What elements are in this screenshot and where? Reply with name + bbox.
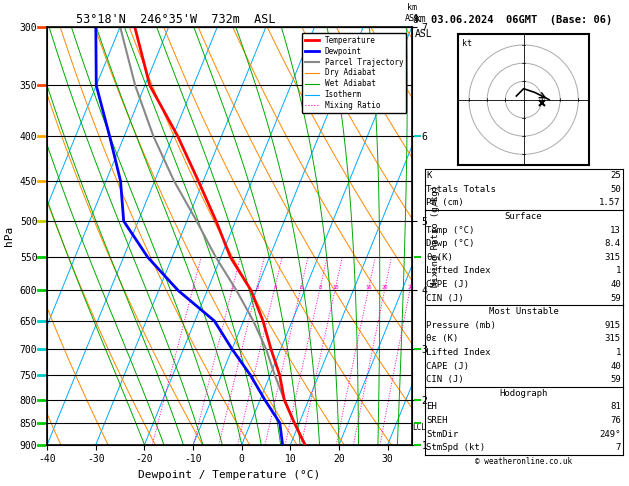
- Text: 10: 10: [332, 285, 339, 290]
- Text: 315: 315: [604, 334, 621, 344]
- Text: 13: 13: [610, 226, 621, 235]
- Text: Totals Totals: Totals Totals: [426, 185, 496, 194]
- Text: 7: 7: [615, 443, 621, 452]
- Text: Mixing Ratio (g/kg): Mixing Ratio (g/kg): [431, 185, 440, 287]
- Text: Temp (°C): Temp (°C): [426, 226, 475, 235]
- Text: Pressure (mb): Pressure (mb): [426, 321, 496, 330]
- Text: CAPE (J): CAPE (J): [426, 280, 469, 289]
- Text: 59: 59: [610, 375, 621, 384]
- Text: 53°18'N  246°35'W  732m  ASL: 53°18'N 246°35'W 732m ASL: [76, 13, 276, 26]
- Text: 28: 28: [407, 285, 414, 290]
- Text: 8: 8: [319, 285, 322, 290]
- Text: 1: 1: [615, 266, 621, 276]
- Y-axis label: hPa: hPa: [4, 226, 14, 246]
- Text: Hodograph: Hodograph: [499, 389, 548, 398]
- Text: 2: 2: [231, 285, 234, 290]
- Text: θε(K): θε(K): [426, 253, 454, 262]
- Text: Dewp (°C): Dewp (°C): [426, 239, 475, 248]
- Text: 1: 1: [192, 285, 195, 290]
- Text: Lifted Index: Lifted Index: [426, 348, 491, 357]
- Text: 40: 40: [610, 280, 621, 289]
- Text: StmSpd (kt): StmSpd (kt): [426, 443, 486, 452]
- Text: SREH: SREH: [426, 416, 448, 425]
- Text: PW (cm): PW (cm): [426, 198, 464, 208]
- Text: 59: 59: [610, 294, 621, 303]
- Text: CIN (J): CIN (J): [426, 375, 464, 384]
- Text: Most Unstable: Most Unstable: [489, 307, 559, 316]
- Legend: Temperature, Dewpoint, Parcel Trajectory, Dry Adiabat, Wet Adiabat, Isotherm, Mi: Temperature, Dewpoint, Parcel Trajectory…: [302, 33, 406, 113]
- Text: © weatheronline.co.uk: © weatheronline.co.uk: [475, 457, 572, 466]
- Text: kt: kt: [462, 39, 472, 48]
- Text: 3: 3: [255, 285, 259, 290]
- Text: CAPE (J): CAPE (J): [426, 362, 469, 371]
- Text: 50: 50: [610, 185, 621, 194]
- Text: LCL: LCL: [413, 423, 426, 432]
- Text: 1: 1: [615, 348, 621, 357]
- Text: km: km: [415, 14, 427, 24]
- Text: CIN (J): CIN (J): [426, 294, 464, 303]
- Text: K: K: [426, 171, 432, 180]
- Text: 76: 76: [610, 416, 621, 425]
- Text: 4: 4: [273, 285, 277, 290]
- Text: 1.57: 1.57: [599, 198, 621, 208]
- Text: 25: 25: [610, 171, 621, 180]
- Text: Lifted Index: Lifted Index: [426, 266, 491, 276]
- Text: 8.4: 8.4: [604, 239, 621, 248]
- Text: θε (K): θε (K): [426, 334, 459, 344]
- Text: 03.06.2024  06GMT  (Base: 06): 03.06.2024 06GMT (Base: 06): [431, 15, 613, 25]
- Text: 81: 81: [610, 402, 621, 412]
- Text: 249°: 249°: [599, 430, 621, 439]
- Text: 16: 16: [365, 285, 372, 290]
- Text: ASL: ASL: [415, 29, 433, 39]
- Text: StmDir: StmDir: [426, 430, 459, 439]
- Text: 40: 40: [610, 362, 621, 371]
- Text: 915: 915: [604, 321, 621, 330]
- X-axis label: Dewpoint / Temperature (°C): Dewpoint / Temperature (°C): [138, 470, 321, 480]
- Text: 8: 8: [412, 16, 418, 25]
- Text: km
ASL: km ASL: [404, 3, 420, 22]
- Text: 20: 20: [382, 285, 389, 290]
- Text: 6: 6: [299, 285, 303, 290]
- Text: EH: EH: [426, 402, 437, 412]
- Text: 315: 315: [604, 253, 621, 262]
- Text: Surface: Surface: [505, 212, 542, 221]
